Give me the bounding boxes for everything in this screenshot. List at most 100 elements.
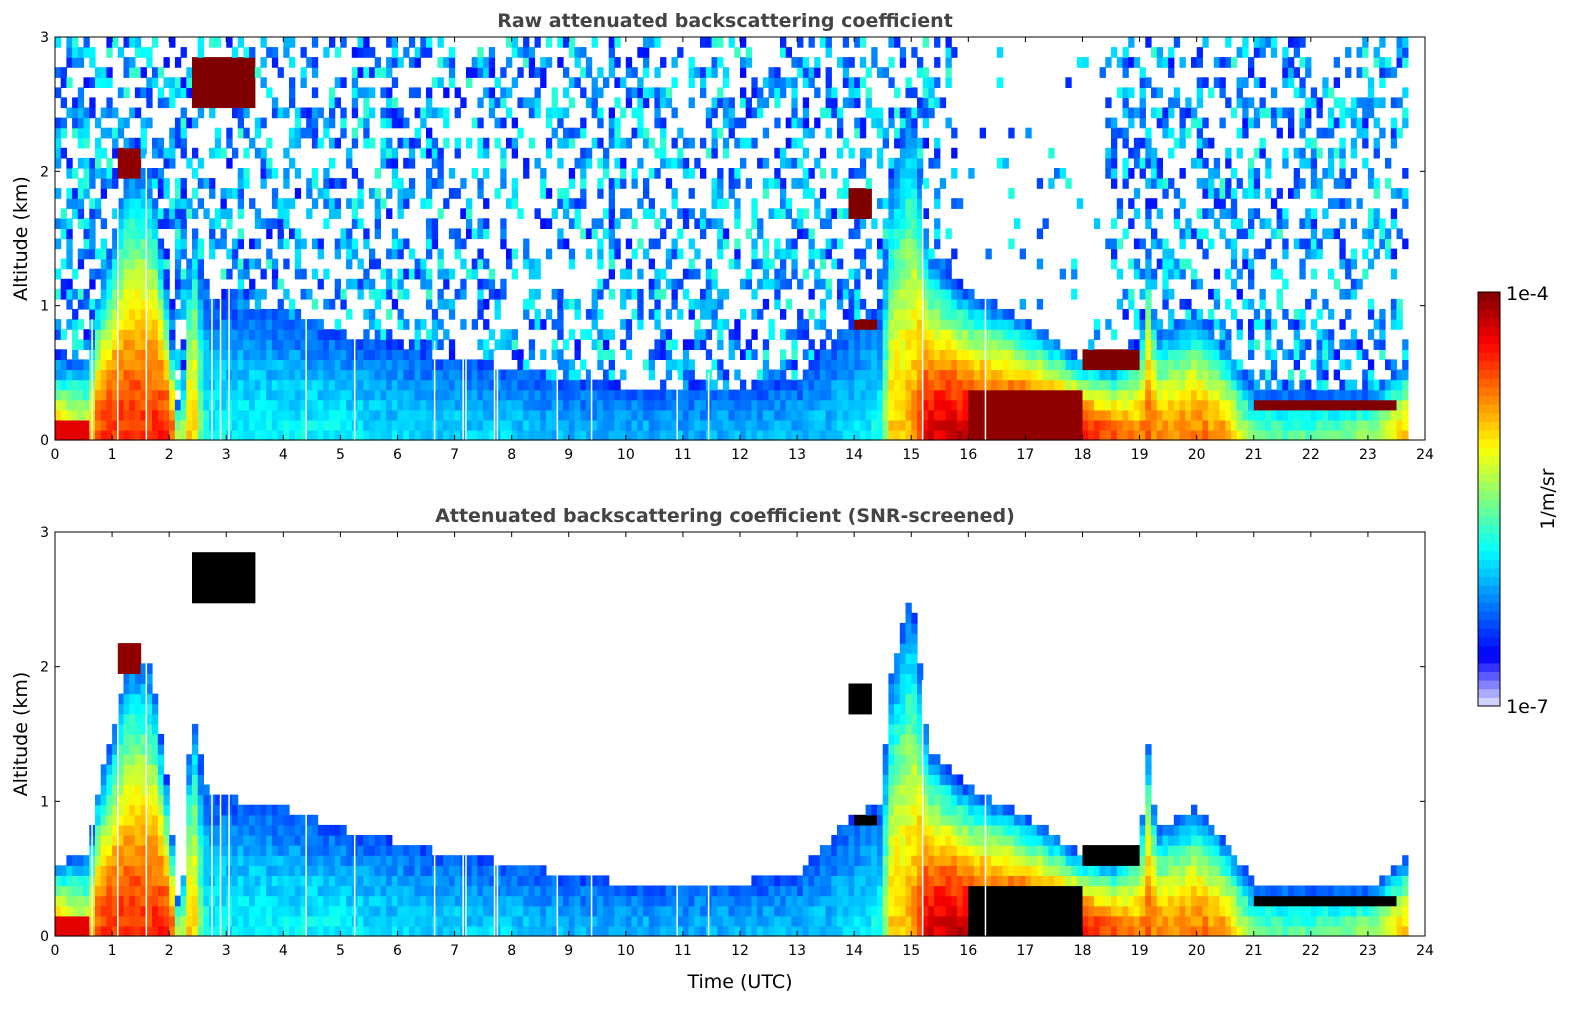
heatmap-cell [700,399,707,411]
heatmap-cell [1196,329,1203,340]
heatmap-cell [1362,117,1369,129]
heatmap-cell [1230,168,1238,179]
heatmap-cell [180,379,187,391]
heatmap-cell [700,288,707,300]
heatmap-cell [768,67,775,78]
heatmap-cell [357,37,364,48]
heatmap-cell [1339,107,1346,119]
heatmap-cell [625,258,633,270]
heatmap-cell [1242,107,1249,119]
heatmap-cell [1111,127,1118,139]
heatmap-cell [991,389,998,401]
heatmap-cell [1225,298,1232,310]
heatmap-cell [186,369,193,381]
heatmap-cell [140,117,147,129]
heatmap-cell [494,288,501,300]
heatmap-cell [528,107,536,119]
heatmap-cell [471,419,478,431]
heatmap-cell [351,77,359,88]
heatmap-cell [511,379,518,391]
heatmap-cell [808,288,815,300]
heatmap-cell [1156,258,1163,270]
heatmap-cell [306,107,313,119]
heatmap-cell [55,238,62,250]
heatmap-cell [397,57,404,68]
heatmap-cell [962,319,969,330]
heatmap-cell [523,379,530,391]
heatmap-cell [865,178,872,189]
heatmap-cell [814,278,821,290]
heatmap-cell [956,389,964,401]
heatmap-cell [757,399,764,411]
heatmap-cell [996,389,1004,401]
heatmap-cell [534,107,541,119]
heatmap-cell [911,409,918,421]
heatmap-cell [134,298,142,310]
heatmap-cell [711,268,718,280]
heatmap-cell [740,379,747,391]
heatmap-cell [865,399,872,411]
heatmap-cell [557,157,564,169]
heatmap-cell [140,178,147,189]
heatmap-cell [100,188,107,199]
heatmap-cell [66,47,73,58]
heatmap-cell [426,87,433,99]
heatmap-cell [311,127,319,139]
heatmap-cell [557,409,564,421]
heatmap-cell [1162,409,1169,421]
heatmap-cell [939,329,947,340]
heatmap-cell [888,359,895,371]
heatmap-cell [848,188,855,199]
heatmap-cell [882,339,889,350]
heatmap-cell [1305,399,1312,411]
heatmap-cell [203,97,210,109]
heatmap-cell [152,369,159,381]
heatmap-cell [448,379,456,391]
heatmap-cell [837,57,844,68]
heatmap-cell [483,147,490,159]
heatmap-cell [294,359,302,371]
heatmap-cell [814,208,821,219]
heatmap-cell [249,288,256,300]
heatmap-cell [1225,238,1232,250]
heatmap-cell [197,57,204,68]
heatmap-cell [237,359,244,371]
heatmap-cell [848,339,855,350]
heatmap-cell [945,117,952,129]
heatmap-cell [306,178,313,189]
heatmap-cell [426,288,433,300]
heatmap-cell [888,248,895,260]
heatmap-cell [186,87,193,99]
heatmap-cell [1333,77,1340,88]
heatmap-cell [317,359,324,371]
heatmap-cell [665,248,673,260]
heatmap-cell [471,399,478,411]
heatmap-cell [140,309,147,320]
heatmap-cell [157,67,165,78]
heatmap-cell [671,248,678,260]
heatmap-cell [1173,429,1181,441]
heatmap-cell [768,399,775,411]
heatmap-cell [1328,127,1335,139]
heatmap-cell [643,57,650,68]
heatmap-cell [682,419,690,431]
heatmap-cell [146,87,153,99]
heatmap-cell [597,409,604,421]
heatmap-cell [1236,399,1243,411]
heatmap-cell [1345,178,1352,189]
heatmap-cell [899,409,907,421]
heatmap-cell [1111,238,1118,250]
heatmap-cell [1179,168,1186,179]
heatmap-cell [1213,339,1221,350]
heatmap-cell [1185,359,1192,371]
heatmap-cell [894,339,901,350]
heatmap-cell [271,107,279,119]
heatmap-cell [917,409,924,421]
heatmap-cell [991,429,998,441]
heatmap-cell [717,298,724,310]
heatmap-cell [534,208,541,219]
heatmap-cell [1082,379,1089,391]
heatmap-cell [1156,429,1163,441]
heatmap-cell [1259,47,1266,58]
heatmap-cell [369,369,376,381]
